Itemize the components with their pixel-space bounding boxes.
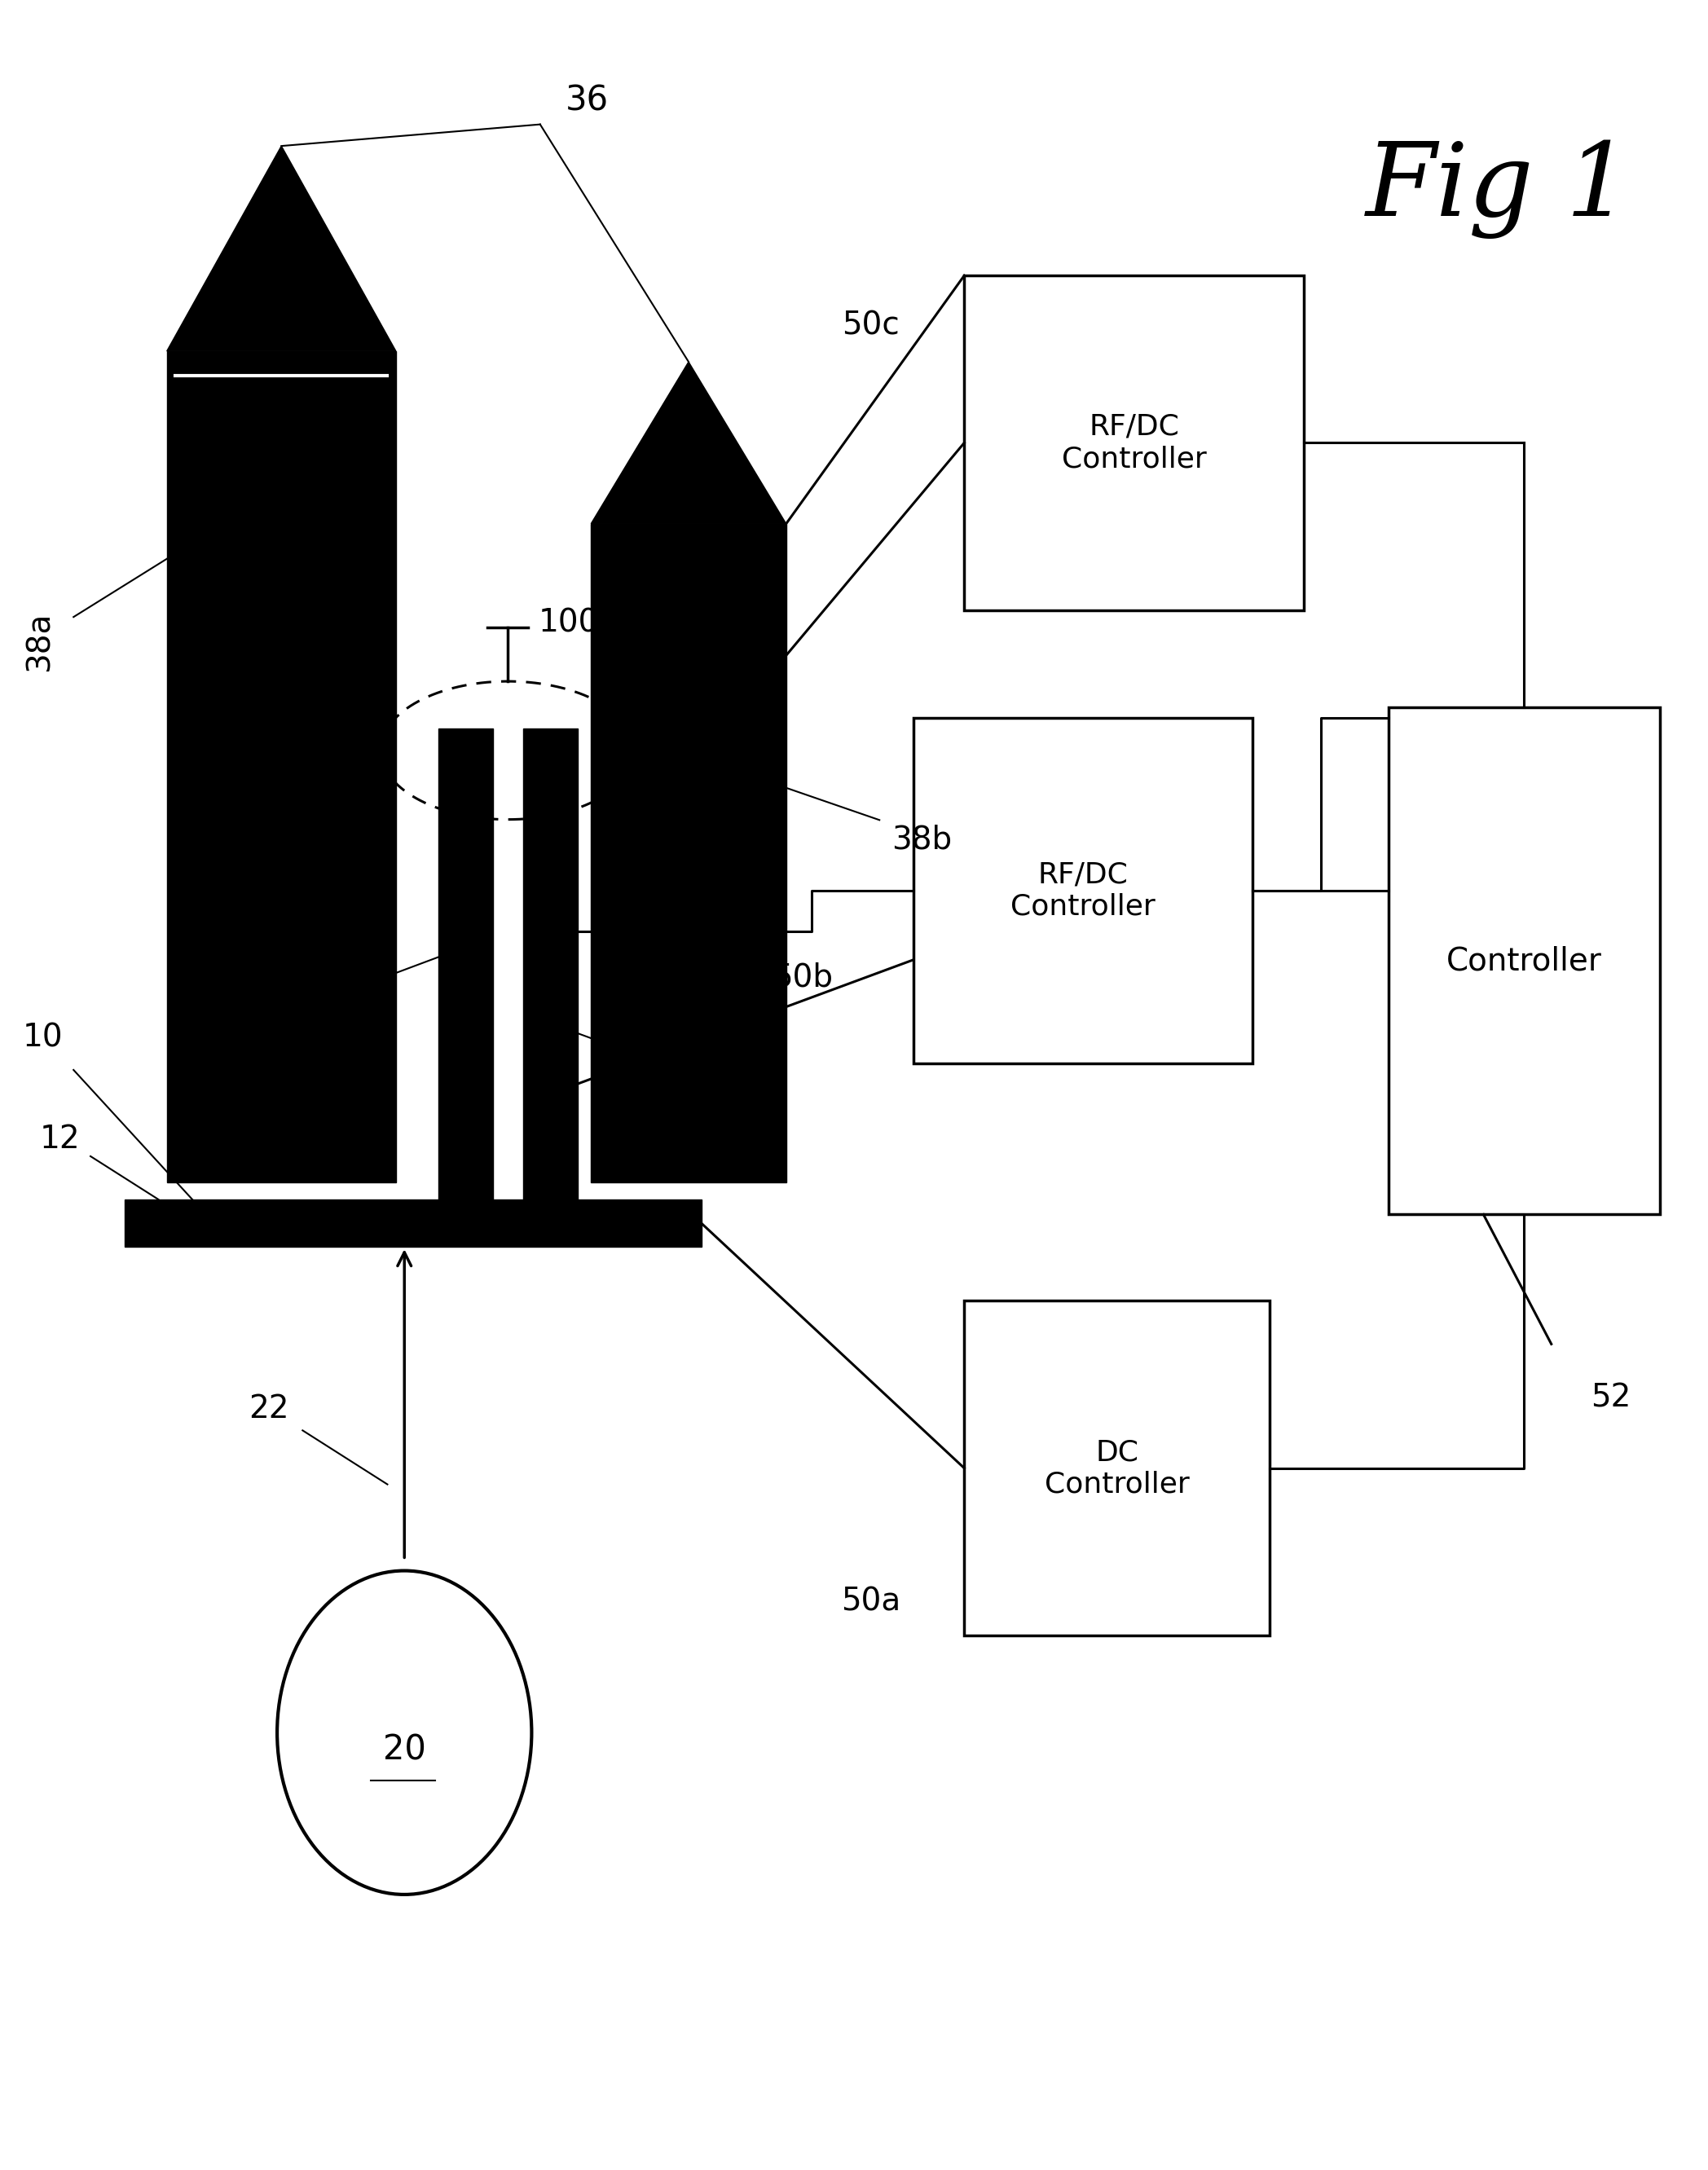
Text: 22: 22 [248, 1393, 289, 1424]
Text: 38b: 38b [892, 825, 951, 855]
Polygon shape [167, 145, 396, 352]
Bar [914, 718, 1252, 1063]
Text: 50a: 50a [840, 1586, 900, 1617]
Text: 12: 12 [39, 1124, 80, 1154]
Polygon shape [591, 362, 786, 523]
Bar [125, 1200, 702, 1248]
Text: RF/DC
Controller: RF/DC Controller [1062, 412, 1206, 473]
Bar [1389, 707, 1660, 1215]
Text: 100: 100 [538, 608, 600, 638]
Text: 30a: 30a [313, 983, 343, 1044]
Text: DC
Controller: DC Controller [1045, 1439, 1189, 1497]
Text: 10: 10 [22, 1022, 63, 1052]
Text: 52: 52 [1590, 1382, 1631, 1413]
Text: 50b: 50b [774, 961, 834, 992]
Text: Fig 1: Fig 1 [1366, 139, 1631, 239]
Bar [523, 729, 577, 1237]
Bar [591, 523, 786, 1183]
Text: 36: 36 [565, 85, 608, 117]
Bar [965, 1300, 1269, 1636]
Text: 20: 20 [383, 1734, 425, 1766]
Bar [965, 276, 1303, 610]
Text: 50c: 50c [842, 310, 900, 341]
Text: Controller: Controller [1447, 946, 1602, 976]
Text: 38a: 38a [24, 612, 55, 673]
Text: RF/DC
Controller: RF/DC Controller [1011, 861, 1156, 920]
Text: 30b: 30b [700, 1078, 760, 1109]
Bar [167, 352, 396, 1183]
Bar [439, 729, 492, 1237]
